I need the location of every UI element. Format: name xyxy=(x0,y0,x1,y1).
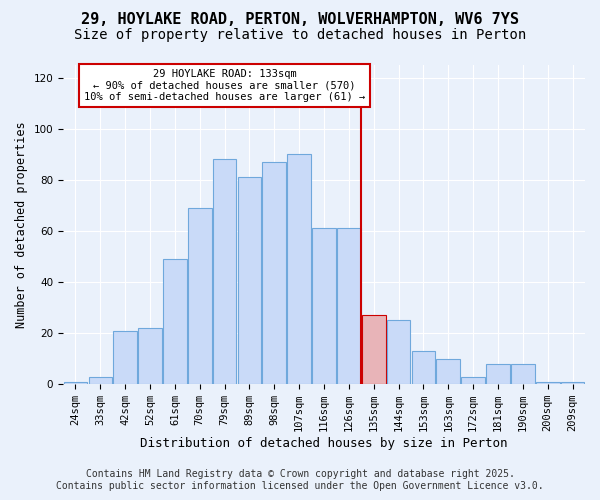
Bar xyxy=(387,320,410,384)
Bar xyxy=(561,382,584,384)
Bar xyxy=(262,162,286,384)
Text: Contains HM Land Registry data © Crown copyright and database right 2025.
Contai: Contains HM Land Registry data © Crown c… xyxy=(56,470,544,491)
Bar xyxy=(238,178,261,384)
Bar xyxy=(64,382,87,384)
Bar xyxy=(213,160,236,384)
Bar xyxy=(511,364,535,384)
Bar xyxy=(138,328,162,384)
Bar xyxy=(89,376,112,384)
Bar xyxy=(362,316,386,384)
Text: Size of property relative to detached houses in Perton: Size of property relative to detached ho… xyxy=(74,28,526,42)
Bar xyxy=(461,376,485,384)
Bar xyxy=(188,208,212,384)
Bar xyxy=(536,382,560,384)
Y-axis label: Number of detached properties: Number of detached properties xyxy=(15,122,28,328)
Bar xyxy=(287,154,311,384)
Bar xyxy=(486,364,510,384)
Bar xyxy=(163,259,187,384)
Text: 29, HOYLAKE ROAD, PERTON, WOLVERHAMPTON, WV6 7YS: 29, HOYLAKE ROAD, PERTON, WOLVERHAMPTON,… xyxy=(81,12,519,28)
Bar xyxy=(436,358,460,384)
X-axis label: Distribution of detached houses by size in Perton: Distribution of detached houses by size … xyxy=(140,437,508,450)
Bar xyxy=(312,228,336,384)
Bar xyxy=(412,351,435,384)
Bar xyxy=(113,330,137,384)
Bar xyxy=(337,228,361,384)
Text: 29 HOYLAKE ROAD: 133sqm
← 90% of detached houses are smaller (570)
10% of semi-d: 29 HOYLAKE ROAD: 133sqm ← 90% of detache… xyxy=(84,69,365,102)
